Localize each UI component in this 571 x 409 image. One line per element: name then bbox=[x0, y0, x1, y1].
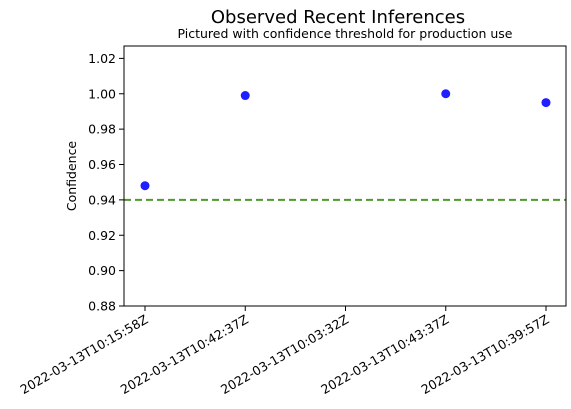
y-axis-label: Confidence bbox=[64, 141, 79, 212]
chart-subtitle: Pictured with confidence threshold for p… bbox=[177, 26, 512, 41]
chart-title: Observed Recent Inferences bbox=[211, 7, 465, 28]
data-point bbox=[140, 181, 150, 191]
plot-frame bbox=[123, 45, 567, 307]
y-tick-label: 0.94 bbox=[88, 192, 116, 207]
y-tick-label: 0.92 bbox=[88, 228, 116, 243]
y-tick-label: 1.00 bbox=[88, 86, 116, 101]
data-point bbox=[541, 98, 551, 108]
y-tick-label: 0.88 bbox=[88, 299, 116, 314]
points-layer bbox=[140, 89, 551, 191]
data-point bbox=[441, 89, 451, 99]
data-point bbox=[240, 91, 250, 101]
y-axis: 0.88 0.90 0.92 0.94 0.96 0.98 1.00 1.02 bbox=[88, 51, 124, 314]
y-tick-label: 0.98 bbox=[88, 122, 116, 137]
y-tick-label: 0.96 bbox=[88, 157, 116, 172]
x-axis: 2022-03-13T10:15:58Z2022-03-13T10:42:37Z… bbox=[17, 306, 552, 397]
y-tick-label: 1.02 bbox=[88, 51, 116, 66]
y-tick-label: 0.90 bbox=[88, 263, 116, 278]
